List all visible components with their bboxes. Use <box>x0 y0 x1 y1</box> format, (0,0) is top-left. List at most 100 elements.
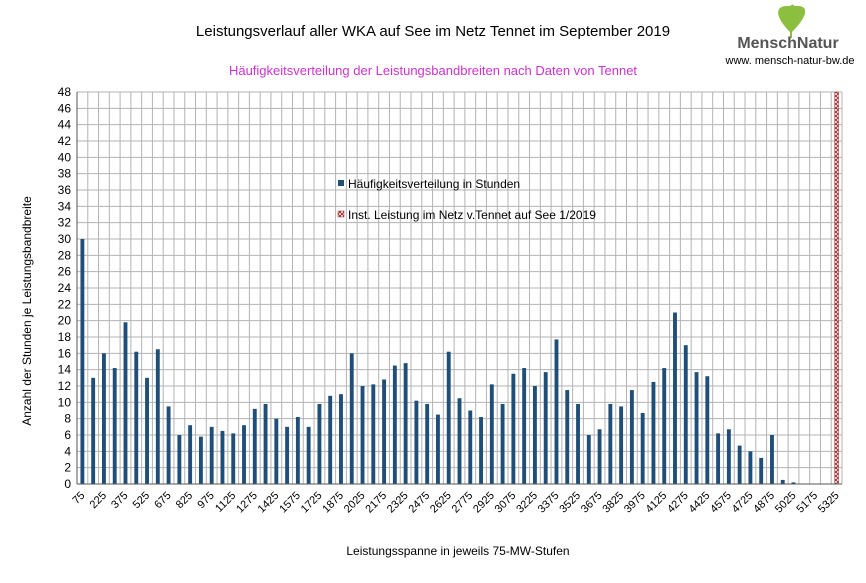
y-tick-label: 22 <box>58 297 72 311</box>
x-tick-label: 2475 <box>406 490 432 516</box>
x-tick-label: 4725 <box>730 490 756 516</box>
bar-4125 <box>662 368 667 484</box>
bar-3450 <box>565 390 570 484</box>
chart-title: Leistungsverlauf aller WKA auf See im Ne… <box>196 23 670 40</box>
bar-2400 <box>414 400 419 484</box>
x-tick-label: 1125 <box>213 490 238 515</box>
installed-capacity-marker <box>834 91 839 485</box>
legend-label-frequency: Häufigkeitsverteilung in Stunden <box>348 177 520 191</box>
bar-975 <box>209 426 214 484</box>
bar-750 <box>177 435 182 484</box>
bar-4950 <box>780 479 785 484</box>
x-tick-label: 4275 <box>665 490 691 516</box>
grid <box>76 91 843 485</box>
legend-label-installed: Inst. Leistung im Netz v.Tennet auf See … <box>348 208 596 222</box>
bar-4350 <box>694 372 699 484</box>
y-tick-label: 40 <box>58 150 72 164</box>
x-axis-ticks: 75 225 375 525 675 825 97511251275142515751725… <box>70 490 841 516</box>
bar-150 <box>91 377 96 484</box>
y-tick-label: 16 <box>58 346 72 360</box>
bar-2850 <box>479 417 483 484</box>
bar-1125 <box>231 433 236 484</box>
bar-4800 <box>759 457 764 484</box>
y-tick-label: 6 <box>64 428 71 442</box>
y-tick-label: 8 <box>64 412 71 426</box>
chart-subtitle: Häufigkeitsverteilung der Leistungsbandb… <box>229 63 637 78</box>
y-tick-label: 32 <box>58 216 72 230</box>
x-tick-label: 825 <box>174 490 195 511</box>
bar-3750 <box>608 403 613 484</box>
bar-4650 <box>737 445 742 484</box>
y-tick-label: 2 <box>64 461 71 475</box>
bar-1050 <box>220 430 225 484</box>
bar-3225 <box>532 386 537 484</box>
x-tick-label: 3975 <box>622 490 648 516</box>
legend: Häufigkeitsverteilung in Stunden Inst. L… <box>337 177 596 222</box>
x-tick-label: 525 <box>131 490 152 511</box>
ginkgo-leaf-icon <box>778 4 806 38</box>
bar-3075 <box>511 373 516 484</box>
bar-4425 <box>705 376 710 484</box>
bar-3675 <box>597 429 602 484</box>
bar-2550 <box>436 414 440 484</box>
bar-3150 <box>522 368 527 484</box>
bar-4725 <box>748 451 753 484</box>
bar-375 <box>123 322 128 484</box>
bar-3900 <box>629 390 634 484</box>
bar-450 <box>134 351 139 484</box>
x-tick-label: 4575 <box>708 490 734 516</box>
bar-2175 <box>382 379 387 484</box>
bar-75 <box>80 239 85 484</box>
bar-3525 <box>576 403 580 484</box>
x-tick-label: 2775 <box>450 490 476 516</box>
x-tick-label: 2325 <box>385 490 411 516</box>
y-tick-label: 42 <box>58 134 72 148</box>
y-tick-label: 34 <box>58 199 72 213</box>
x-tick-label: 1575 <box>277 490 303 516</box>
brand-name-left: Mensch <box>737 35 797 52</box>
legend-swatch-installed <box>337 210 345 218</box>
bar-1425 <box>274 418 279 484</box>
y-tick-label: 20 <box>58 314 72 328</box>
x-tick-label: 3525 <box>557 490 583 516</box>
bar-4500 <box>716 433 721 484</box>
bar-2700 <box>457 398 462 484</box>
brand-name-right: Natur <box>797 35 839 52</box>
installed-capacity-marker-group <box>834 91 839 485</box>
bar-300 <box>112 368 117 484</box>
x-axis-label: Leistungsspanne in jeweils 75-MW-Stufen <box>346 544 569 558</box>
x-tick-label: 3675 <box>579 490 605 516</box>
y-tick-label: 46 <box>58 101 72 115</box>
x-tick-label: 2925 <box>471 490 497 516</box>
x-tick-label: 1875 <box>320 490 346 516</box>
bar-2475 <box>425 403 430 484</box>
y-tick-label: 12 <box>58 379 72 393</box>
y-tick-label: 18 <box>58 330 72 344</box>
x-tick-label: 1725 <box>299 490 325 516</box>
bar-1575 <box>295 417 300 484</box>
bar-4200 <box>673 312 677 484</box>
bar-525 <box>145 377 149 484</box>
bar-4575 <box>726 429 731 484</box>
bar-1725 <box>317 403 322 484</box>
brand-url: www. mensch-natur-bw.de <box>725 55 855 67</box>
bar-1500 <box>285 426 290 484</box>
y-tick-label: 24 <box>58 281 72 295</box>
bar-2325 <box>403 363 408 484</box>
y-tick-label: 26 <box>58 265 72 279</box>
x-tick-label: 3825 <box>600 490 626 516</box>
x-tick-label: 675 <box>152 490 173 511</box>
y-axis-label: Anzahl der Stunden je Leistungsbandbreit… <box>20 196 34 426</box>
bar-2100 <box>371 384 376 484</box>
x-tick-label: 1425 <box>256 490 282 516</box>
bar-2025 <box>360 386 365 484</box>
x-tick-label: 2175 <box>363 490 389 516</box>
y-tick-label: 14 <box>58 363 72 377</box>
y-tick-label: 28 <box>58 248 72 262</box>
brand-logo: MenschNatur www. mensch-natur-bw.de <box>725 4 855 67</box>
bar-3375 <box>554 339 559 484</box>
bar-3300 <box>543 372 548 484</box>
bar-3000 <box>500 403 505 484</box>
